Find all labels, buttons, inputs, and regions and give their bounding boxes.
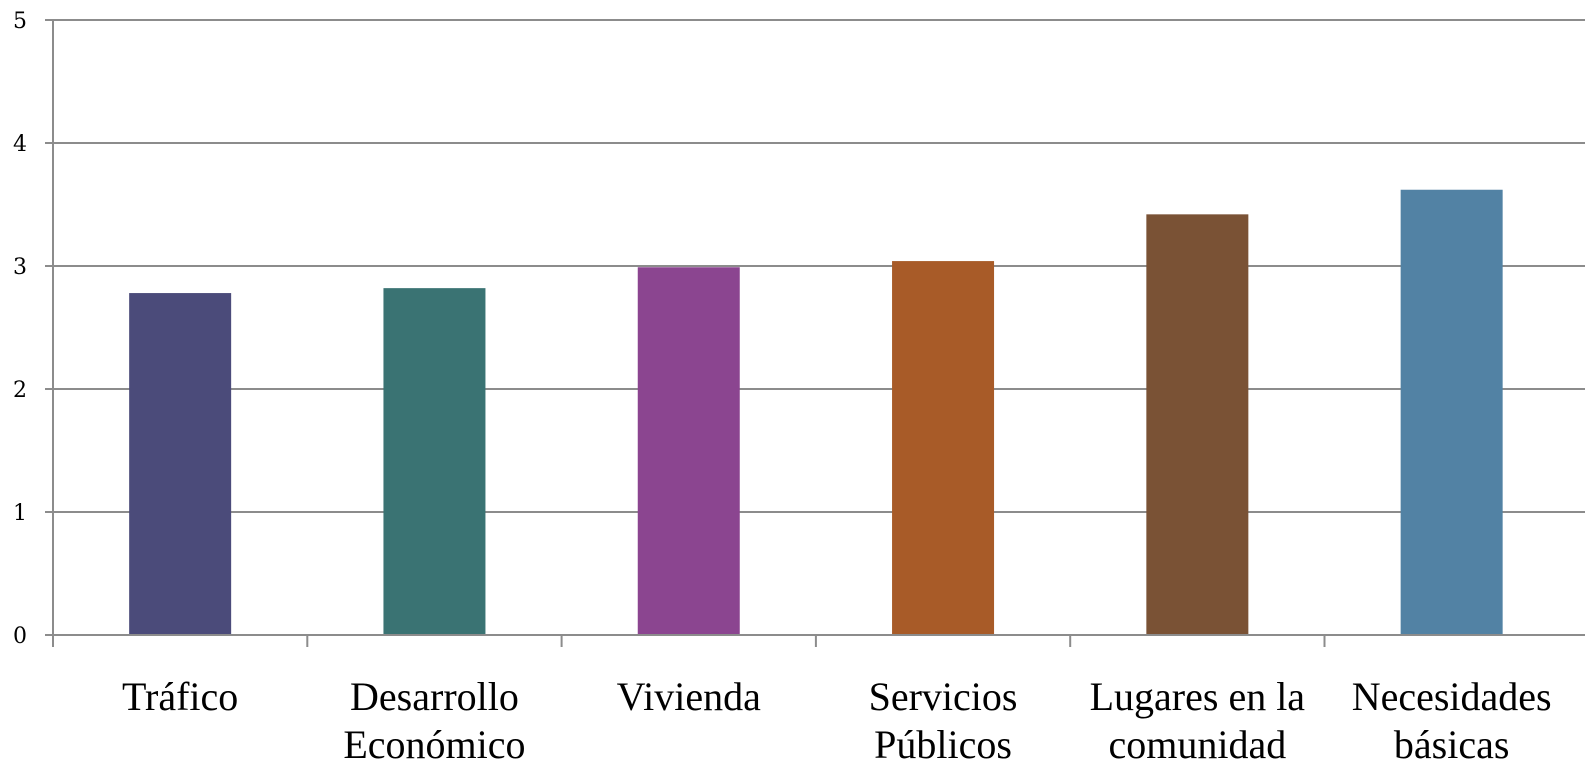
- bar-layer: [129, 189, 1503, 636]
- x-tick-label-1-1: Económico: [343, 722, 525, 767]
- y-tick-label: 4: [13, 132, 27, 157]
- axis-layer: [45, 19, 1585, 647]
- bar-2: [637, 267, 740, 635]
- x-tick-label-2-0: Vivienda: [617, 674, 761, 719]
- x-tick-label-3-0: Servicios: [869, 674, 1018, 719]
- y-tick-label: 1: [13, 501, 27, 526]
- bar-3: [892, 261, 995, 635]
- x-tick-label-5-0: Necesidades: [1352, 674, 1552, 719]
- x-tick-label-4-0: Lugares en la: [1090, 674, 1306, 719]
- bar-4: [1146, 214, 1249, 635]
- x-tick-label-3-1: Públicos: [874, 722, 1012, 767]
- x-tick-label-4-1: comunidad: [1108, 722, 1286, 767]
- y-tick-label: 3: [13, 255, 27, 280]
- y-tick-label: 5: [13, 9, 27, 34]
- grid-layer: [53, 19, 1585, 513]
- x-tick-label-1-0: Desarrollo: [350, 674, 519, 719]
- x-tick-label-0-0: Tráfico: [122, 674, 238, 719]
- y-tick-label: 2: [13, 378, 27, 403]
- bar-1: [383, 288, 486, 635]
- y-tick-label: 0: [13, 624, 27, 649]
- bar-0: [129, 293, 232, 635]
- bar-5: [1400, 189, 1503, 636]
- x-tick-label-5-1: básicas: [1394, 722, 1510, 767]
